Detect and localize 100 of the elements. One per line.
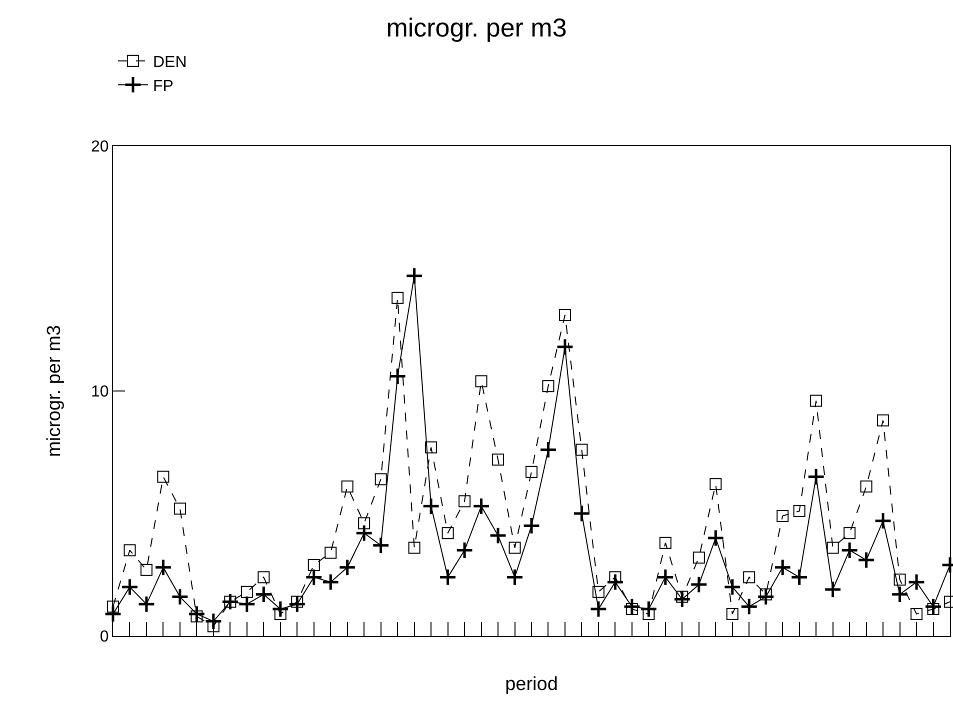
point [355,524,374,542]
point [844,527,856,540]
point [388,367,407,386]
point [291,596,304,608]
point [489,526,507,544]
point [690,576,708,594]
point [271,600,290,618]
point [140,564,152,576]
point [456,541,474,560]
point [592,586,604,598]
point [857,551,876,569]
point [522,516,540,535]
y-tick-label: 10 [91,384,109,401]
point [606,573,624,592]
point [726,608,738,620]
point [221,592,240,611]
point [154,558,172,576]
point [590,600,608,618]
point [894,574,906,586]
point [472,497,490,516]
point [422,497,440,516]
point [776,510,789,522]
point [656,568,674,586]
point [840,541,859,560]
point [860,480,872,493]
point [190,610,203,622]
x-axis-title: period [505,674,558,695]
point [710,478,722,490]
y-axis-title: microgr. per m3 [44,325,65,457]
point [475,375,488,388]
point [124,544,136,556]
point [492,454,504,466]
point [824,580,842,598]
point [910,608,923,620]
legend-label: FP [153,78,174,95]
point [908,573,926,592]
point [723,578,742,596]
point [807,468,826,486]
point [254,585,273,604]
point [338,558,356,576]
point [392,292,404,304]
point [924,598,942,616]
point [774,558,792,576]
point [556,338,574,356]
point [810,394,822,407]
point [174,502,186,515]
point [358,517,370,530]
point [322,573,340,592]
point [877,414,890,426]
point [692,552,705,564]
y-tick-label: 20 [91,138,109,156]
point [760,588,772,600]
point [405,266,424,285]
point [374,473,387,486]
point [288,595,306,614]
point [676,590,688,603]
point [458,495,471,508]
point [558,309,571,322]
point [341,480,354,493]
point [304,568,323,586]
point [890,585,909,604]
point [572,504,591,522]
point [874,512,892,530]
point [324,546,337,559]
legend-label: DEN [153,54,187,72]
point [539,440,558,459]
point [438,568,457,586]
point [104,605,122,623]
point [138,595,156,614]
point [756,588,775,606]
point [372,536,390,554]
point [238,595,256,614]
point [171,588,189,606]
point [308,558,320,571]
point [927,603,940,616]
point [425,441,438,454]
point [576,444,588,456]
point [508,542,521,554]
point [506,568,524,586]
point [790,568,808,586]
chart-title: microgr. per m3 [386,12,567,42]
point [442,527,454,540]
point [622,598,641,616]
point [743,571,756,584]
point [826,542,839,554]
point [659,536,672,549]
point [107,600,119,613]
point [609,571,622,584]
point [224,596,236,608]
point [626,603,638,616]
point [157,470,170,483]
point [408,542,420,554]
y-tick-label: 0 [100,628,109,646]
point [258,571,270,584]
point [526,466,538,478]
point [793,505,806,518]
point [188,605,206,623]
point [640,600,658,618]
point [120,578,139,596]
point [204,612,222,630]
